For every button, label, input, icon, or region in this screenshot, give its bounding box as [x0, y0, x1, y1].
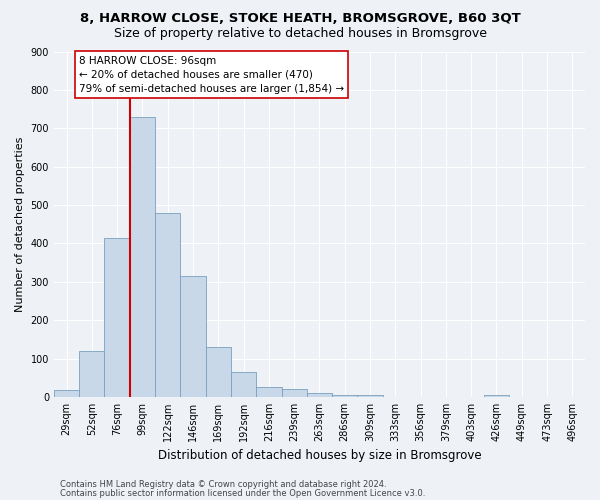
- Text: Contains public sector information licensed under the Open Government Licence v3: Contains public sector information licen…: [60, 488, 425, 498]
- Bar: [206, 347, 231, 397]
- Bar: [358, 395, 383, 397]
- Bar: [104, 238, 130, 397]
- Bar: [130, 116, 155, 397]
- Y-axis label: Number of detached properties: Number of detached properties: [15, 136, 25, 312]
- Text: Contains HM Land Registry data © Crown copyright and database right 2024.: Contains HM Land Registry data © Crown c…: [60, 480, 386, 489]
- Text: 8, HARROW CLOSE, STOKE HEATH, BROMSGROVE, B60 3QT: 8, HARROW CLOSE, STOKE HEATH, BROMSGROVE…: [80, 12, 520, 26]
- X-axis label: Distribution of detached houses by size in Bromsgrove: Distribution of detached houses by size …: [158, 450, 481, 462]
- Bar: [79, 351, 104, 397]
- Bar: [54, 390, 79, 397]
- Text: 8 HARROW CLOSE: 96sqm
← 20% of detached houses are smaller (470)
79% of semi-det: 8 HARROW CLOSE: 96sqm ← 20% of detached …: [79, 56, 344, 94]
- Bar: [256, 388, 281, 397]
- Bar: [181, 276, 206, 397]
- Bar: [332, 395, 358, 397]
- Bar: [281, 390, 307, 397]
- Bar: [231, 372, 256, 397]
- Text: Size of property relative to detached houses in Bromsgrove: Size of property relative to detached ho…: [113, 28, 487, 40]
- Bar: [307, 393, 332, 397]
- Bar: [484, 395, 509, 397]
- Bar: [155, 212, 181, 397]
